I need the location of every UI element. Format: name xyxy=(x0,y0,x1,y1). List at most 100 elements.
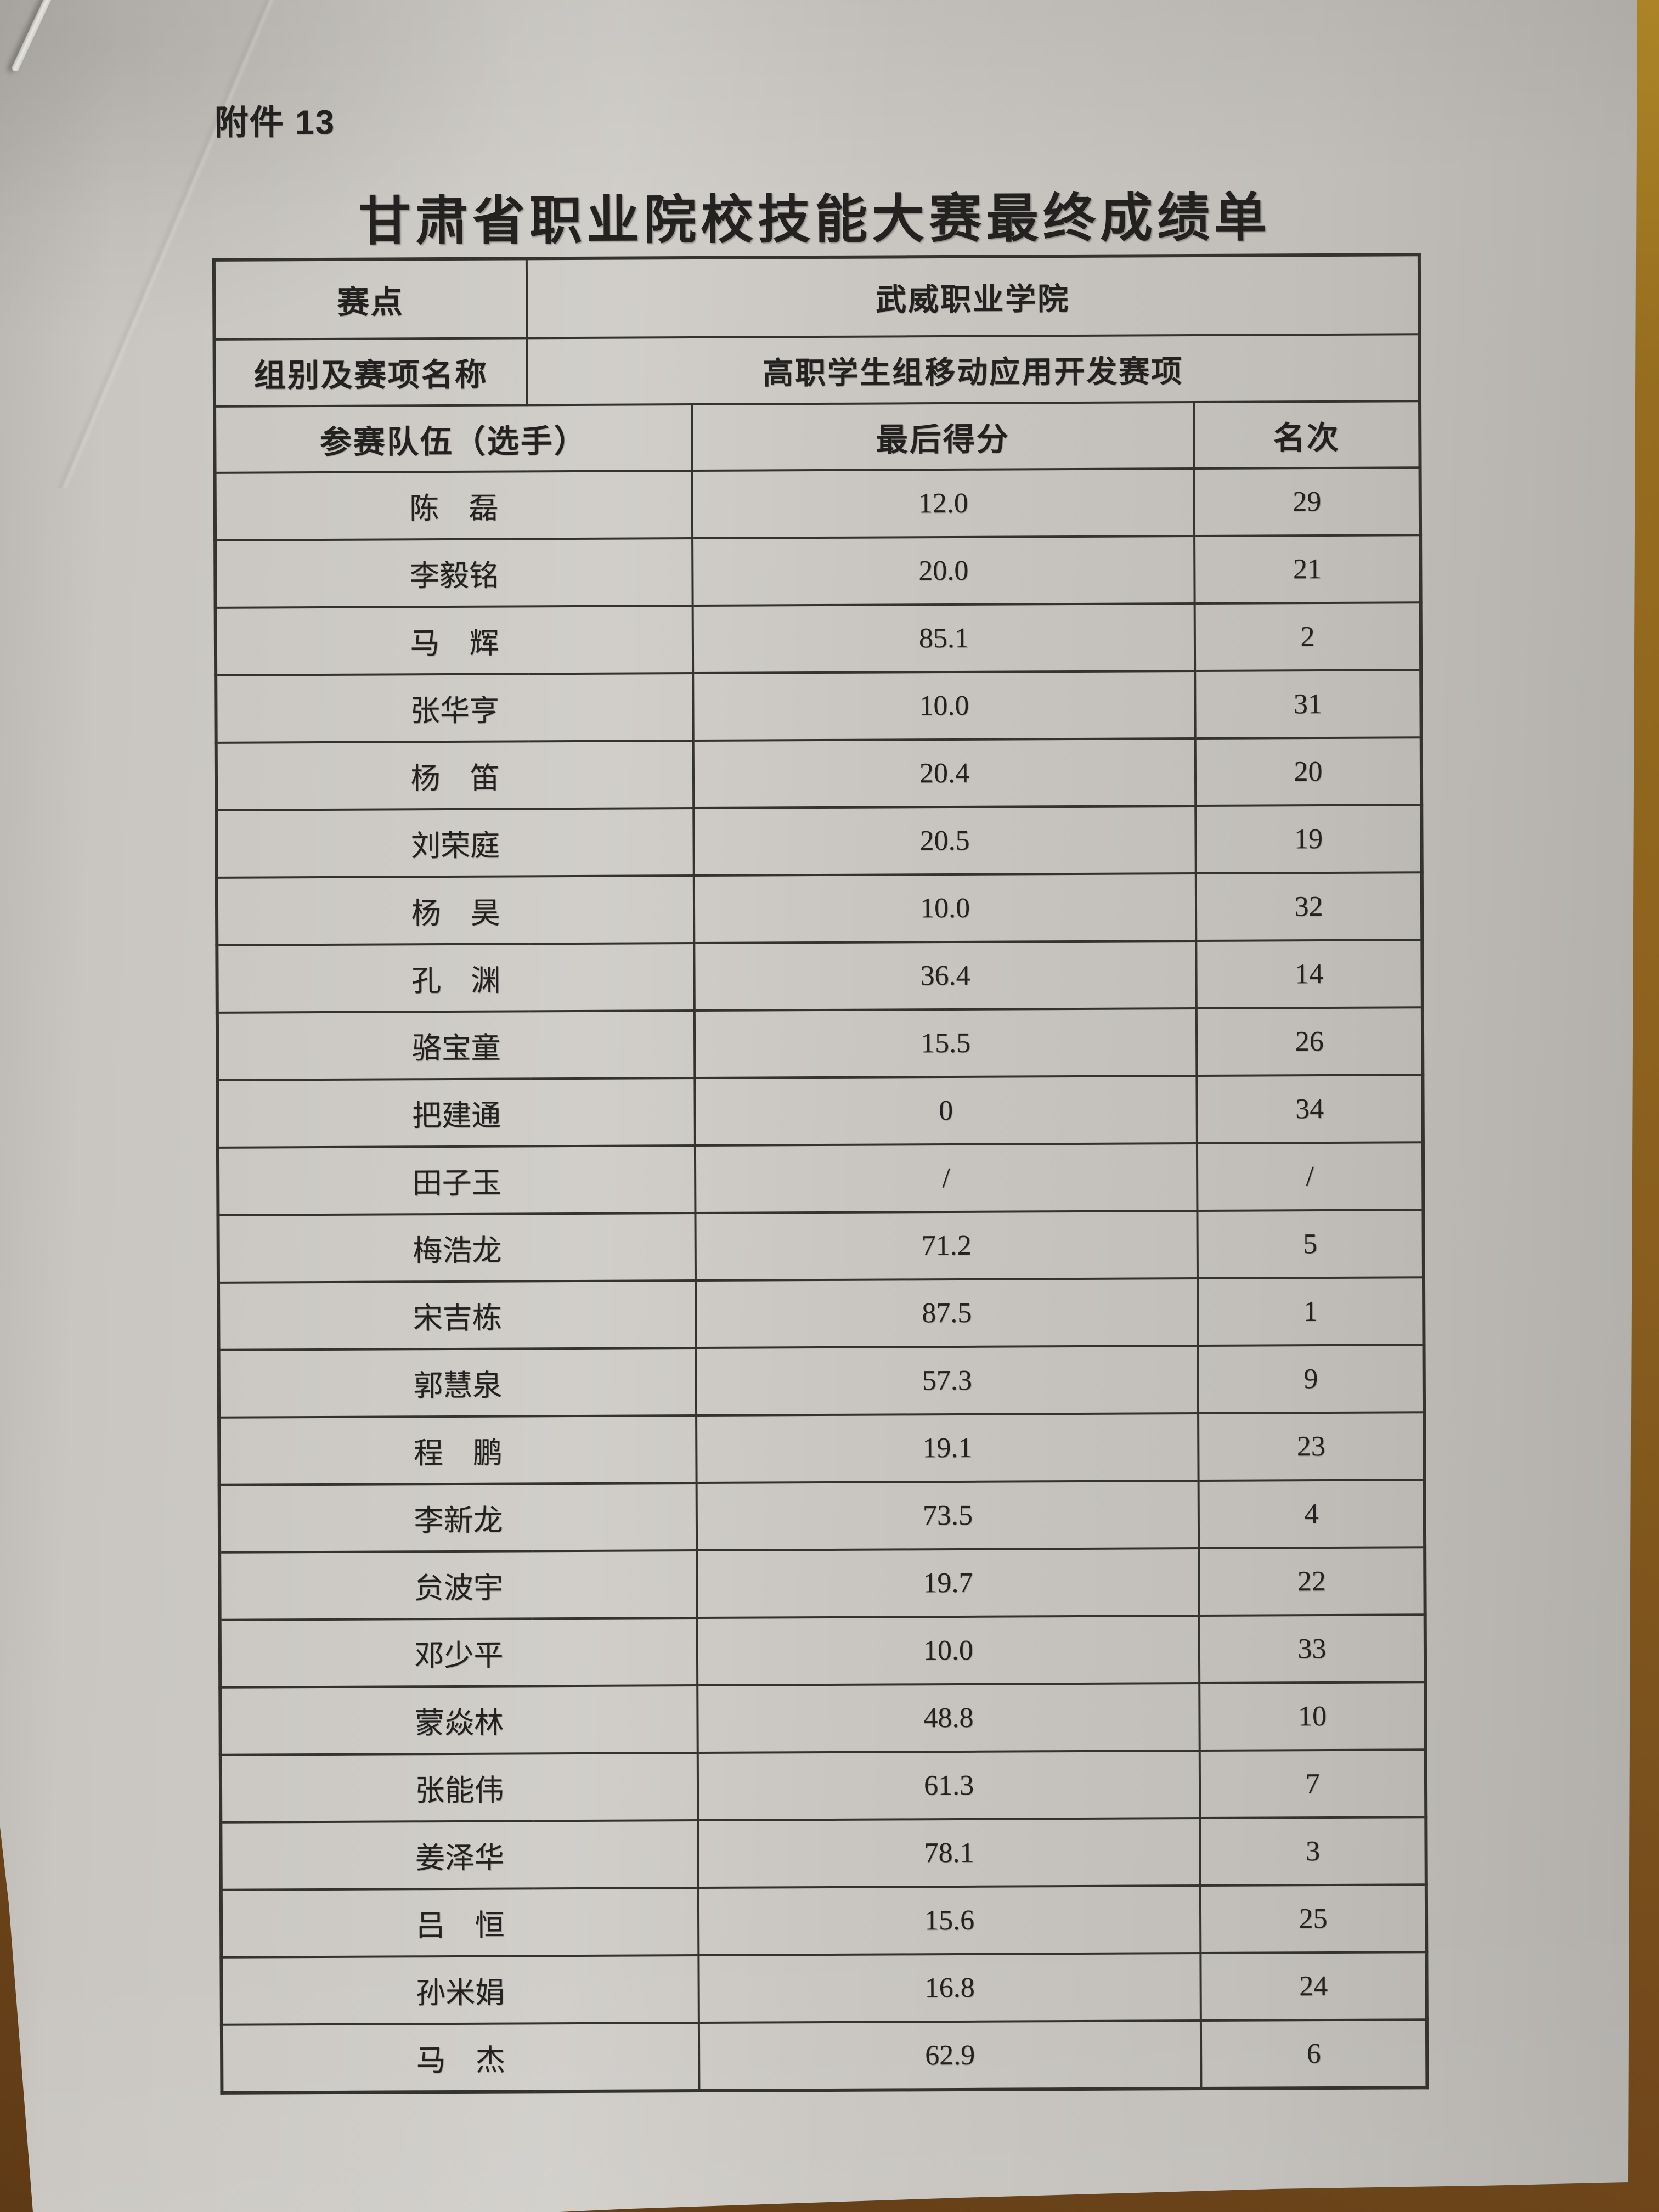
table-row: 田子玉 / / xyxy=(217,1142,1424,1215)
contestant-name: 宋吉栋 xyxy=(218,1280,696,1350)
contestant-name: 张能伟 xyxy=(220,1753,698,1822)
final-score: 16.8 xyxy=(698,1953,1201,2023)
rank: 33 xyxy=(1199,1615,1426,1684)
rank: 4 xyxy=(1198,1480,1425,1549)
rank: 22 xyxy=(1199,1547,1425,1616)
contestant-name: 骆宝童 xyxy=(217,1011,695,1080)
table-row: 孔 渊 36.4 14 xyxy=(217,940,1423,1013)
final-score: 71.2 xyxy=(695,1211,1198,1281)
site-value: 武威职业学院 xyxy=(526,255,1420,338)
final-score: 57.3 xyxy=(696,1346,1199,1416)
contestant-name: 李新龙 xyxy=(219,1483,697,1553)
table-row: 刘荣庭 20.5 19 xyxy=(216,805,1422,878)
contestant-name: 李毅铭 xyxy=(215,538,693,608)
site-label: 赛点 xyxy=(213,258,527,340)
score-table-body: 陈 磊 12.0 29 李毅铭 20.0 21 马 辉 85.1 2 张华亨 1… xyxy=(215,467,1427,2093)
rank: 5 xyxy=(1197,1210,1424,1279)
final-score: 20.4 xyxy=(693,738,1196,809)
site-row: 赛点 武威职业学院 xyxy=(213,255,1420,340)
contestant-name: 蒙焱林 xyxy=(220,1685,698,1755)
rank: 26 xyxy=(1196,1007,1423,1076)
table-row: 张能伟 61.3 7 xyxy=(220,1750,1426,1822)
final-score: 85.1 xyxy=(692,603,1195,674)
table-row: 梅浩龙 71.2 5 xyxy=(218,1210,1424,1283)
final-score: 73.5 xyxy=(696,1481,1199,1551)
rank: 6 xyxy=(1200,2019,1427,2089)
rank: 14 xyxy=(1196,940,1423,1009)
final-score: 78.1 xyxy=(698,1818,1200,1888)
table-row: 把建通 0 34 xyxy=(217,1075,1423,1148)
rank: 19 xyxy=(1195,805,1422,874)
table-row: 李毅铭 20.0 21 xyxy=(215,535,1421,608)
final-score: 10.0 xyxy=(697,1616,1200,1686)
table-row: 陈 磊 12.0 29 xyxy=(215,467,1421,540)
final-score: 36.4 xyxy=(694,941,1197,1011)
rank: 24 xyxy=(1200,1952,1427,2021)
document-title: 甘肃省职业院校技能大赛最终成绩单 xyxy=(358,188,1272,251)
contestant-name: 姜泽华 xyxy=(221,1820,698,1890)
final-score: 19.7 xyxy=(697,1548,1199,1618)
final-score: 10.0 xyxy=(693,671,1195,741)
rank: 34 xyxy=(1197,1075,1423,1144)
table-row: 蒙焱林 48.8 10 xyxy=(220,1682,1426,1755)
final-score: 87.5 xyxy=(696,1278,1198,1348)
column-header-score: 最后得分 xyxy=(692,402,1194,471)
group-row: 组别及赛项名称 高职学生组移动应用开发赛项 xyxy=(214,334,1420,407)
contestant-name: 刘荣庭 xyxy=(216,808,694,878)
rank: 21 xyxy=(1194,535,1421,604)
final-score: 20.5 xyxy=(693,806,1196,876)
final-score: 10.0 xyxy=(693,873,1197,944)
rank: 23 xyxy=(1198,1412,1425,1481)
rank: 3 xyxy=(1200,1817,1426,1886)
table-row: 郭慧泉 57.3 9 xyxy=(218,1345,1425,1418)
table-row: 骆宝童 15.5 26 xyxy=(217,1007,1423,1080)
rank: 2 xyxy=(1194,602,1421,672)
rank: 29 xyxy=(1194,467,1421,537)
rank: / xyxy=(1197,1142,1424,1211)
final-score: 61.3 xyxy=(697,1751,1200,1821)
final-score: / xyxy=(695,1143,1198,1214)
column-header-team: 参赛队伍（选手） xyxy=(215,404,692,473)
table-row: 程 鹏 19.1 23 xyxy=(219,1412,1425,1485)
column-header-rank: 名次 xyxy=(1194,401,1420,469)
table-row: 宋吉栋 87.5 1 xyxy=(218,1277,1424,1350)
rank: 9 xyxy=(1198,1345,1425,1414)
contestant-name: 杨 笛 xyxy=(216,741,694,810)
rank: 7 xyxy=(1199,1750,1426,1819)
rank: 20 xyxy=(1195,737,1422,806)
table-row: 张华亨 10.0 31 xyxy=(216,670,1421,743)
table-row: 马 杰 62.9 6 xyxy=(221,2019,1427,2093)
contestant-name: 马 杰 xyxy=(221,2023,699,2093)
contestant-name: 梅浩龙 xyxy=(218,1213,696,1283)
contestant-name: 郭慧泉 xyxy=(218,1348,697,1418)
table-row: 吕 恒 15.6 25 xyxy=(221,1884,1427,1957)
rank: 25 xyxy=(1200,1884,1427,1954)
final-score: 12.0 xyxy=(692,469,1195,539)
final-score: 20.0 xyxy=(692,536,1195,606)
final-score: 0 xyxy=(695,1076,1197,1146)
contestant-name: 陈 磊 xyxy=(215,471,693,540)
table-row: 李新龙 73.5 4 xyxy=(219,1480,1425,1553)
final-score: 62.9 xyxy=(698,2021,1201,2091)
attachment-label: 附件 13 xyxy=(214,103,336,142)
group-value: 高职学生组移动应用开发赛项 xyxy=(527,334,1420,405)
table-row: 杨 笛 20.4 20 xyxy=(216,737,1422,810)
final-score: 19.1 xyxy=(696,1413,1199,1483)
table-row: 孙米娟 16.8 24 xyxy=(221,1952,1427,2025)
rank: 10 xyxy=(1199,1682,1426,1751)
score-table: 赛点 武威职业学院 组别及赛项名称 高职学生组移动应用开发赛项 参赛队伍（选手）… xyxy=(212,253,1429,2095)
final-score: 15.5 xyxy=(694,1008,1197,1079)
contestant-name: 孔 渊 xyxy=(217,943,695,1013)
rank: 31 xyxy=(1195,670,1421,739)
contestant-name: 马 辉 xyxy=(215,606,693,675)
contestant-name: 张华亨 xyxy=(216,673,693,743)
table-row: 贠波宇 19.7 22 xyxy=(219,1547,1425,1620)
final-score: 15.6 xyxy=(698,1886,1201,1956)
contestant-name: 邓少平 xyxy=(219,1618,698,1688)
contestant-name: 把建通 xyxy=(217,1078,695,1148)
table-row: 马 辉 85.1 2 xyxy=(215,602,1421,675)
final-score: 48.8 xyxy=(697,1683,1200,1753)
rank: 32 xyxy=(1195,872,1423,941)
